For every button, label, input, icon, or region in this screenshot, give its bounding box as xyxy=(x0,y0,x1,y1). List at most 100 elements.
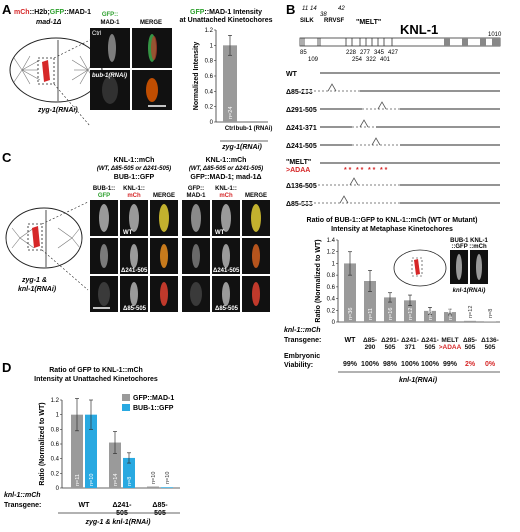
pos-427: 427 xyxy=(388,50,399,56)
d-row-knl1: knl-1::mCh xyxy=(4,492,41,499)
panel-c-letter: C xyxy=(2,150,12,165)
c-col-merge-l: MERGE xyxy=(153,193,175,199)
panel-a-strain-line1: mCh::H2b;GFP::MAD-1 xyxy=(14,9,91,16)
chart-a-ytick-label: 0.6 xyxy=(205,74,214,80)
chart-c-xlabel: MELT xyxy=(441,337,458,344)
chart-d-xlabel: WT xyxy=(79,502,91,509)
construct-wt: WT xyxy=(286,71,298,78)
chart-d-n-label: n=10 xyxy=(89,474,95,486)
c-col-knl-b: mCh xyxy=(127,193,141,199)
chart-a-title: GFP::MAD-1 Intensity xyxy=(190,9,262,16)
c-left-sub2: BUB-1::GFP xyxy=(114,174,155,181)
pos-345: 345 xyxy=(374,50,385,56)
panel-a-letter: A xyxy=(2,2,12,17)
chart-c-ytick-label: 1.2 xyxy=(327,250,336,256)
chart-d-n-label: n=8 xyxy=(127,477,133,486)
chart-c-bar xyxy=(424,310,436,322)
chart-c-n-label: n=11 xyxy=(368,308,374,320)
panel-b-letter: B xyxy=(286,2,295,17)
chart-a-ytick-label: 0.8 xyxy=(205,59,214,65)
chart-a-bar xyxy=(247,121,261,122)
chart-d-ytick-label: 0 xyxy=(56,486,60,492)
svg-text:* *: * * xyxy=(344,167,352,174)
col-merge-a: MERGE xyxy=(140,20,162,26)
chart-d-ytick-label: 1 xyxy=(56,413,60,419)
panel-d-letter: D xyxy=(2,360,11,375)
chart-c-xlabel: WT xyxy=(345,337,357,344)
chart-a-ytick-label: 0 xyxy=(210,120,214,126)
d-bottom-label: zyg-1 & knl-1(RNAi) xyxy=(85,519,152,526)
svg-text:* *: * * xyxy=(356,167,364,174)
c-micrograph-grid xyxy=(90,200,270,312)
ratio-title-1: Ratio of BUB-1::GFP to KNL-1::mCh (WT or… xyxy=(307,217,478,224)
chart-a-title-rest: ::MAD-1 Intensity xyxy=(204,9,262,16)
motif-38: 38 xyxy=(320,12,327,18)
chart-c-n-label: n=12 xyxy=(408,308,414,320)
motif-11: 11 xyxy=(302,6,308,12)
chart-c-viability: 100% xyxy=(361,361,380,368)
row-bub1: bub-1(RNAi) xyxy=(92,73,127,79)
chart-a: 0 0.2 0.4 0.6 0.8 1 1.2 Normalized Intensity n=2… xyxy=(193,28,272,151)
chart-c-xlabel: Δ85- xyxy=(463,337,477,344)
chart-c-viability: 2% xyxy=(465,361,476,368)
c-right-sub2: GFP::MAD-1; mad-1Δ xyxy=(190,174,261,181)
construct-136-505: Δ136-505 xyxy=(286,183,317,190)
chart-d-bar xyxy=(147,486,159,488)
embryo-diagram-a xyxy=(9,37,103,127)
c-row-transgene: Transgene: xyxy=(284,337,321,344)
inset-label-3: knl-1(RNAi) xyxy=(453,288,486,294)
chart-c-inset xyxy=(393,249,488,287)
chart-d-legend-label: GFP::MAD-1 xyxy=(133,395,174,402)
chart-c-ytick-label: 0.4 xyxy=(327,297,336,303)
svg-text:* *: * * xyxy=(380,167,388,174)
construct-241-371: Δ241-371 xyxy=(286,125,317,132)
chart-a-ylabel: Normalized Intensity xyxy=(193,42,200,111)
chart-a-ytick-label: 1.2 xyxy=(205,28,214,34)
chart-c-bar xyxy=(444,312,456,322)
chart-d-legend-label: BUB-1::GFP xyxy=(133,405,174,412)
chart-c-ytick-label: 0.8 xyxy=(327,273,336,279)
c-left-title: KNL-1::mCh xyxy=(114,157,155,164)
chart-c-viability: 100% xyxy=(401,361,420,368)
chart-c-ytick-label: 1.4 xyxy=(327,238,336,244)
c-row-viab-2: Viability: xyxy=(284,362,313,369)
construct-291-505: Δ291-505 xyxy=(286,107,317,114)
chart-d-bar xyxy=(161,487,173,488)
pos-85: 85 xyxy=(300,50,307,56)
chart-d-xlabel: Δ241- xyxy=(112,502,132,509)
panel-b: B 11 14 38 42 SILK RRVSF "MELT" KNL-1 85… xyxy=(286,2,502,208)
chart-d-n-label: n=10 xyxy=(151,472,157,484)
construct-melt-adaa: >ADAA xyxy=(286,167,310,174)
chart-c-bar xyxy=(344,263,356,322)
chart-c-n-label: n=36 xyxy=(348,308,354,320)
motif-rrvsf: RRVSF xyxy=(324,18,345,24)
chart-a-n-label: n=24 xyxy=(228,107,234,119)
chart-c: 0 0.2 0.4 0.6 0.8 1 1.2 1.4 Ratio (Normalized to… xyxy=(315,238,500,368)
c-row-knl1-text: knl-1::mCh xyxy=(284,327,321,334)
svg-text:* *: * * xyxy=(368,167,376,174)
panel-c: C KNL-1::mCh (WT, Δ85-505 or Δ241-505) B… xyxy=(2,150,500,384)
col-gfp-top: GFP:: xyxy=(102,12,118,18)
panel-d: D Ratio of GFP to KNL-1::mCh Intensity a… xyxy=(2,360,180,526)
knl1-domain-blocks xyxy=(444,38,500,46)
chart-d: 0 0.2 0.4 0.6 0.8 1 1.2 Ratio (Normalized to WT… xyxy=(39,394,180,517)
chart-c-viability: 100% xyxy=(421,361,440,368)
chart-a-group-label: zyg-1(RNAi) xyxy=(221,144,262,151)
c-col-knl2-a: KNL-1:: xyxy=(215,186,237,192)
chart-d-xlabel: 505 xyxy=(154,510,166,517)
row-ctrl: Ctrl xyxy=(92,31,101,37)
c-left-sub: (WT, Δ85-505 or Δ241-505) xyxy=(97,166,171,172)
chart-c-xlabel: 371 xyxy=(405,344,416,351)
c-bottom-label: knl-1(RNAi) xyxy=(399,377,438,384)
chart-c-ytick-label: 0 xyxy=(332,320,336,326)
chart-c-xlabel: Δ136- xyxy=(481,337,499,344)
chart-c-bar xyxy=(404,300,416,322)
chart-c-xlabel: Δ291- xyxy=(381,337,399,344)
chart-c-xlabel: >ADAA xyxy=(439,344,462,351)
chart-c-viability: 0% xyxy=(485,361,496,368)
chart-c-xlabel: 290 xyxy=(365,344,376,351)
label-mch: mCh xyxy=(14,9,30,16)
pos-1010: 1010 xyxy=(488,32,502,38)
motif-tick-marks xyxy=(301,38,393,46)
c-col-bub1-a: BUB-1:: xyxy=(93,186,115,192)
